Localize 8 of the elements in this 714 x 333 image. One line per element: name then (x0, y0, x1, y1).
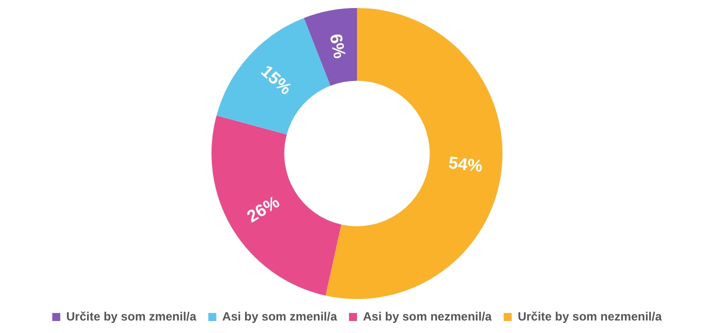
legend-label: Asi by som nezmenil/a (362, 309, 492, 324)
legend-label: Určite by som nezmenil/a (518, 309, 662, 324)
legend-label: Asi by som zmenil/a (222, 309, 338, 324)
data-label: 6% (326, 32, 350, 60)
data-label: 15% (257, 62, 296, 98)
data-label: 54% (448, 153, 484, 176)
data-label: 26% (244, 192, 283, 226)
legend-label: Určite by som zmenil/a (66, 309, 197, 324)
